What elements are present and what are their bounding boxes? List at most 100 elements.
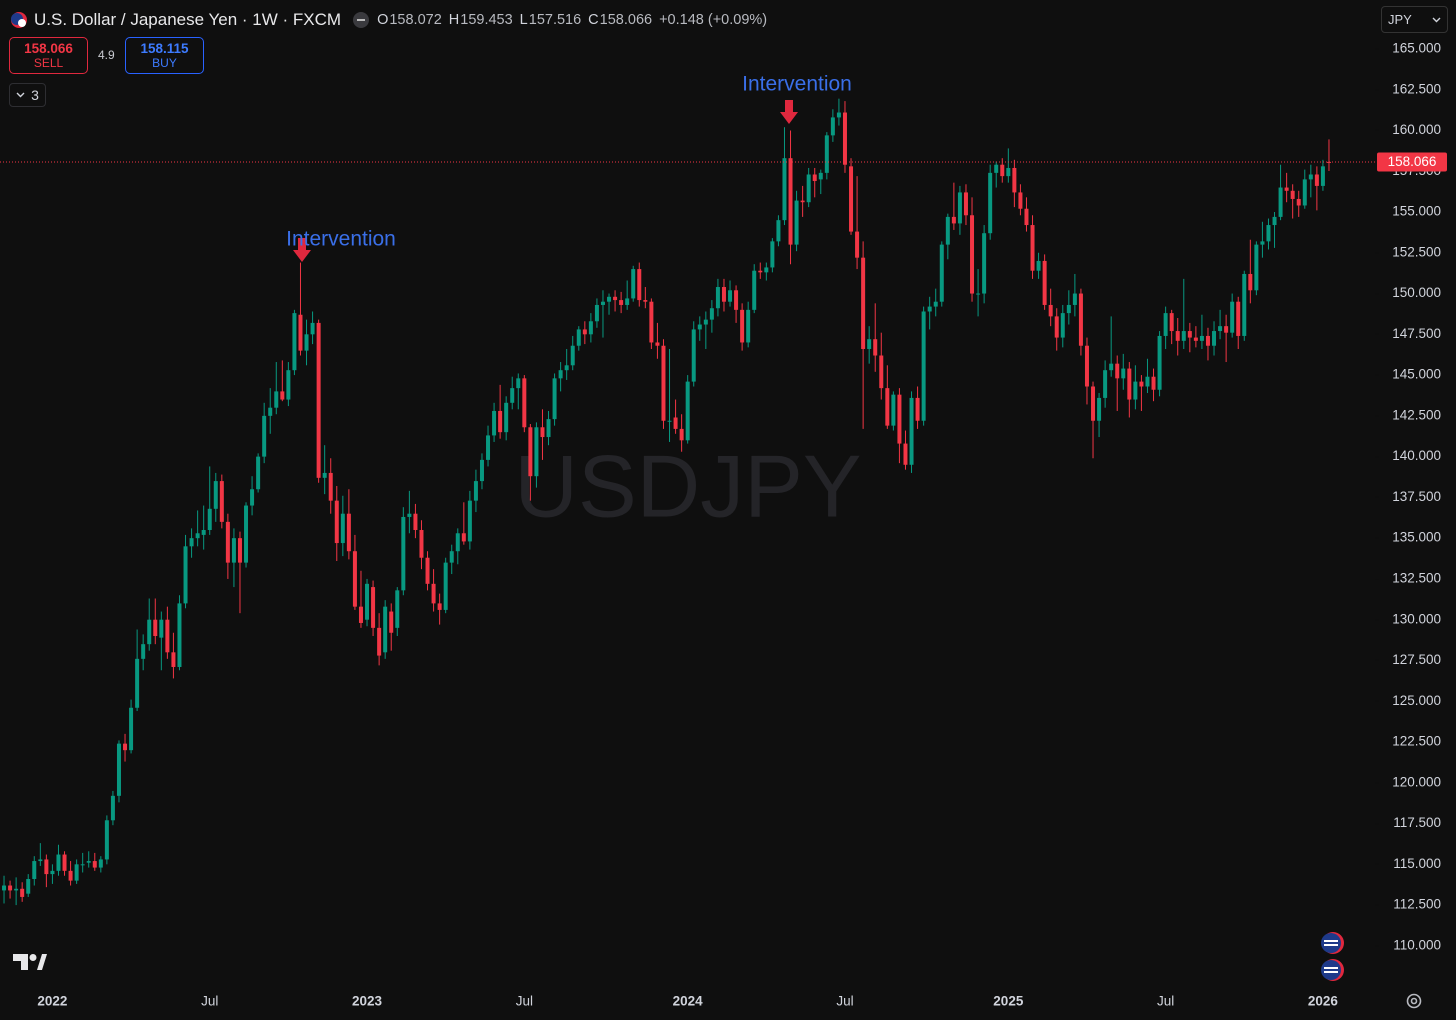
- candle-body: [607, 296, 612, 302]
- candle-body: [262, 415, 267, 457]
- candle-body: [413, 513, 418, 531]
- candle-body: [510, 388, 515, 403]
- candle-body: [328, 472, 333, 501]
- candle-body: [498, 410, 503, 433]
- candle-body: [800, 200, 805, 203]
- flag-icon: [1321, 932, 1344, 981]
- candle-body: [340, 513, 345, 544]
- candle-body: [1242, 273, 1247, 336]
- ohlc-key: H: [448, 12, 460, 28]
- candle-body: [1266, 225, 1271, 242]
- candle-body: [383, 606, 388, 653]
- candle-body: [334, 500, 339, 544]
- candle-body: [570, 345, 575, 366]
- candle-body: [213, 481, 218, 509]
- candle-body: [740, 309, 745, 343]
- candle-body: [62, 854, 67, 871]
- candle-body: [1296, 198, 1301, 206]
- watermark: USDJPY: [514, 436, 861, 535]
- candle-body: [1109, 363, 1114, 371]
- candle-body: [806, 174, 811, 203]
- candle-body: [721, 287, 726, 302]
- candle-body: [613, 296, 618, 301]
- candle-body: [1042, 260, 1047, 305]
- candle-body: [1163, 313, 1168, 336]
- currency: JPY: [1388, 12, 1412, 27]
- candle-body: [171, 652, 176, 667]
- candle-body: [1272, 216, 1277, 226]
- candle-body: [1236, 301, 1241, 336]
- candle-body: [546, 419, 551, 438]
- candle-body: [939, 244, 944, 302]
- candle-body: [352, 551, 357, 607]
- candle-body: [897, 394, 902, 444]
- candle-body: [1302, 179, 1307, 206]
- candle-body: [165, 619, 170, 653]
- y-tick-label: 152.500: [1392, 244, 1441, 259]
- candle-body: [770, 241, 775, 268]
- candle-body: [141, 644, 146, 659]
- candle-body: [225, 521, 230, 563]
- settings-icon[interactable]: [1406, 993, 1422, 1009]
- sell-button[interactable]: 158.066 SELL: [9, 37, 88, 74]
- buy-button[interactable]: 158.115 BUY: [125, 37, 204, 74]
- ohlc-key: C: [588, 12, 599, 28]
- candle-body: [304, 334, 309, 351]
- indicators-toggle[interactable]: 3: [9, 83, 46, 107]
- sell-price: 158.066: [24, 40, 73, 56]
- chevron: [16, 92, 25, 98]
- x-tick-label: 2022: [37, 994, 67, 1009]
- candle-body: [443, 562, 448, 610]
- candle-body: [461, 533, 466, 542]
- candle-body: [927, 306, 932, 312]
- candle-body: [1121, 368, 1126, 379]
- candle-body: [231, 538, 236, 563]
- header: U.S. Dollar / Japanese Yen · 1W · FXCM O…: [10, 8, 767, 32]
- candle-body: [292, 313, 297, 371]
- candle-body: [1097, 397, 1102, 421]
- market-status[interactable]: [353, 12, 370, 28]
- candle-body: [794, 200, 799, 245]
- candle-body: [1012, 167, 1017, 193]
- annotation: Intervention: [286, 228, 396, 251]
- candle-body: [1308, 174, 1313, 180]
- candle-body: [697, 324, 702, 330]
- candle-body: [1320, 166, 1325, 186]
- candle-body: [679, 428, 684, 441]
- candle-body: [1290, 190, 1295, 199]
- candle-body: [715, 287, 720, 309]
- candle-body: [8, 885, 13, 891]
- candle-body: [994, 164, 999, 173]
- candle-body: [818, 172, 823, 180]
- candle-body: [782, 158, 787, 221]
- candle-body: [1205, 335, 1210, 346]
- candle-body: [885, 388, 890, 426]
- candle-body: [867, 339, 872, 349]
- candle-body: [1193, 337, 1198, 341]
- y-tick-label: 147.500: [1392, 326, 1441, 341]
- x-tick-label: Jul: [201, 994, 218, 1009]
- candle-body: [177, 603, 182, 667]
- candle-body: [201, 530, 206, 535]
- candle-body: [1078, 293, 1083, 346]
- candle-body: [564, 365, 569, 371]
- candle-body: [558, 370, 563, 379]
- candle-body: [976, 293, 981, 295]
- candle-body: [135, 658, 140, 708]
- candle-body: [1000, 164, 1005, 177]
- candle-body: [68, 870, 73, 881]
- candle-body: [855, 231, 860, 258]
- candle-body: [1145, 376, 1150, 387]
- candle-body: [970, 215, 975, 294]
- candle-body: [528, 427, 533, 477]
- candle-body: [1036, 260, 1041, 271]
- candle-body: [891, 394, 896, 426]
- candle-body: [219, 481, 224, 522]
- candle-body: [812, 174, 817, 182]
- x-tick-label: Jul: [516, 994, 533, 1009]
- candle-body: [256, 456, 261, 490]
- candle-body: [425, 557, 430, 584]
- candle-body: [286, 370, 291, 400]
- currency-select[interactable]: JPY: [1381, 6, 1448, 33]
